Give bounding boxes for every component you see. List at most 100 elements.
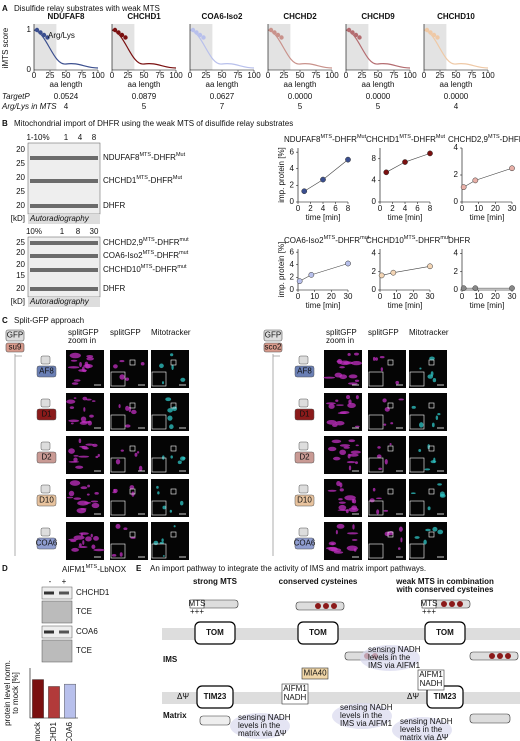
signal [91,400,96,402]
y-tick-label: 0 [290,197,295,206]
label-part: mut [179,250,189,256]
mw-label: 25 [16,238,25,247]
x-axis-label: time [min] [388,301,423,310]
signal [91,502,100,509]
signal [325,402,336,405]
signal [347,402,356,409]
signal [411,405,416,409]
x-tick-label: 0 [460,292,465,301]
label-part: MTS [141,264,153,270]
column-title: weak MTS in combination [395,577,494,586]
axis [297,249,348,291]
signal [119,360,125,363]
lane-label: 1 [64,133,69,142]
x-tick-label: 75 [156,71,165,80]
column-header: splitGFP [110,328,141,337]
signal [375,497,382,500]
signal [67,366,80,369]
nadh-label: NADH [420,679,443,688]
x-tick-label: 20 [327,292,336,301]
signal [348,399,352,405]
signal [123,527,128,530]
y-tick-label: 4 [290,260,295,269]
tom-label: TOM [436,628,454,637]
row-icon [40,398,51,408]
x-tick-label: mock [33,721,42,741]
axis [379,249,430,291]
panel-title: An import pathway to integrate the activ… [150,564,426,573]
label-part: COA6-Iso2 [284,236,324,245]
signal [180,500,184,506]
arglys-value: 7 [220,102,225,111]
data-point [308,272,315,278]
y-axis-label: imp. protein [%] [277,242,286,298]
mia40 [301,667,329,680]
signal [71,547,79,552]
x-tick-label: 0 [266,71,271,80]
micrograph [368,350,406,388]
signal [77,500,89,506]
cysteine [457,601,463,607]
row-icon [40,355,51,365]
signal [327,489,337,492]
x-tick-label: 0 [460,204,465,213]
signal [75,465,84,469]
x-tick-label: 0 [378,204,383,213]
signal [339,488,344,492]
y-axis-label: imp. protein [%] [277,147,286,203]
x-tick-label: 0 [344,71,349,80]
sensing-text: levels in the [238,721,281,730]
x-tick-label: 0 [188,71,193,80]
signal [92,443,98,447]
column-header: splitGFP [368,328,399,337]
inset [409,500,425,516]
y-tick-label: 8 [372,154,377,163]
band-label: CHCHD2,9MTS-DHFRmut [103,237,189,247]
sensing-text: matrix via ΔΨ [238,729,287,738]
chart-title: NDUFAF8MTS-DHFRMut [284,134,367,144]
label-part: DHFR [103,201,125,210]
inset [368,457,384,473]
band [30,268,98,272]
mw-label: 20 [16,173,25,182]
series-line [381,266,431,276]
label-part: Mut [176,152,186,158]
x-axis-label: aa length [50,80,83,89]
signal [431,422,435,428]
targetp-value: 0.0000 [288,92,313,101]
band-label: DHFR [103,284,125,293]
label-part: DHFR [103,284,125,293]
column-header: zoom in [68,336,96,345]
roi [170,445,177,452]
x-tick-label: 25 [202,71,211,80]
label-part: mut [440,235,450,241]
row-label: D1 [41,410,52,419]
signal [379,355,385,359]
signal [355,444,359,447]
blot-label: CHCHD1 [76,588,110,597]
signal [79,532,89,535]
signal [353,352,360,356]
signal [372,356,376,361]
sensing-text: sensing NADH [400,717,453,726]
roi [170,402,177,409]
imts-dot [428,30,433,35]
signal [83,447,89,450]
data-point [427,150,433,157]
signal [78,438,82,444]
shade [190,24,213,70]
band [30,156,98,160]
protein-name: CHCHD1 [127,12,161,21]
micrograph [151,350,189,388]
label-part: MTS [399,134,411,140]
construct-box [263,329,283,342]
inset [110,414,126,430]
blot [41,639,73,663]
signal [80,416,87,422]
roi [428,488,435,495]
signal [339,444,351,447]
y-tick-label: 4 [372,249,377,258]
glow [230,713,290,739]
x-tick-label: 75 [390,71,399,80]
signal [170,455,173,459]
